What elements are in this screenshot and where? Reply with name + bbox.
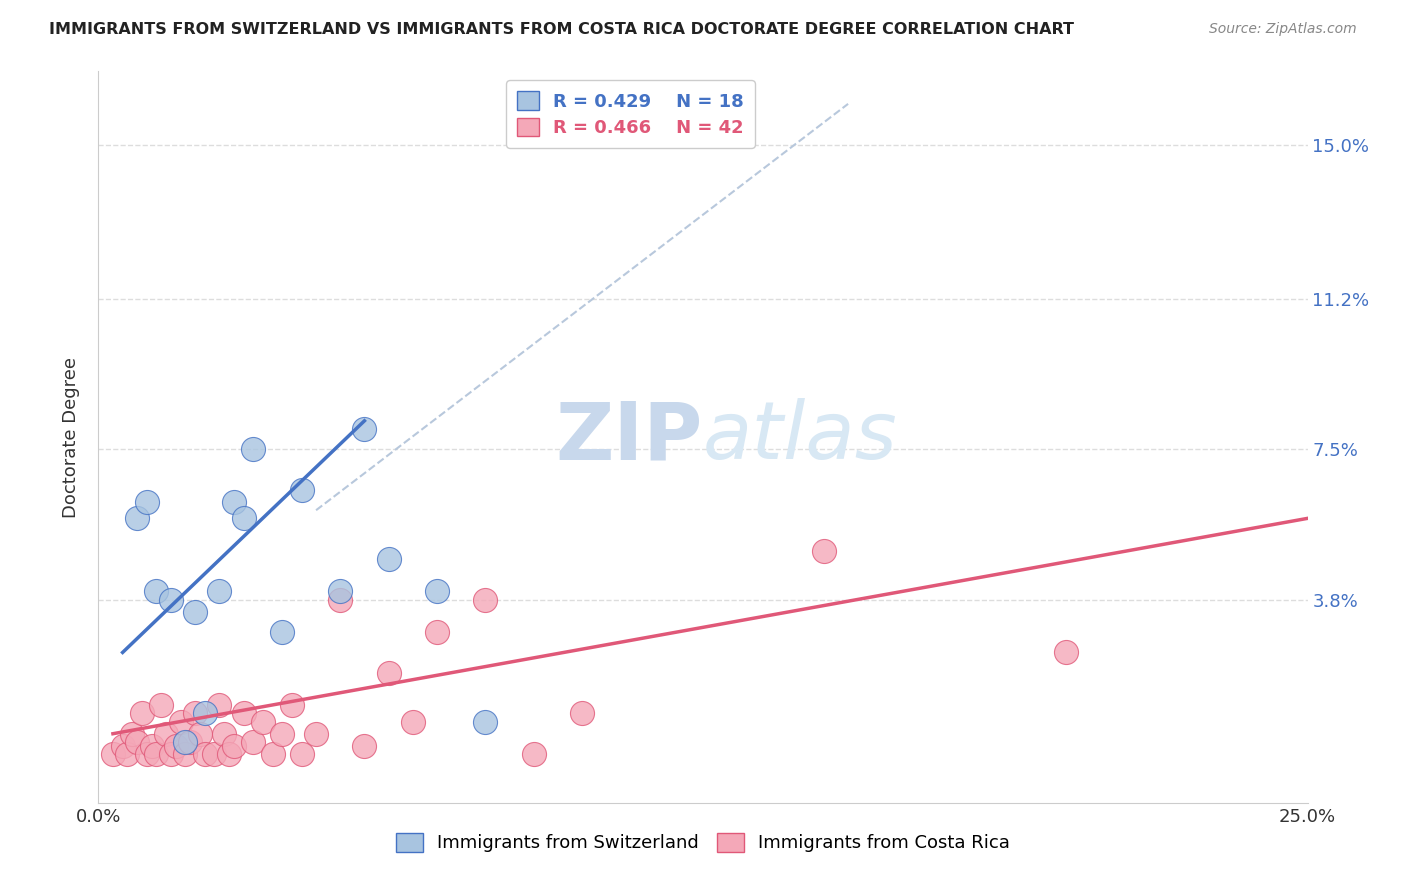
Point (121, 727, 143, 741)
Point (1054, 645, 1077, 659)
Point (426, 584, 449, 599)
Point (141, 739, 163, 753)
Point (150, 698, 173, 713)
Text: ZIP: ZIP (555, 398, 703, 476)
Point (523, 747, 546, 761)
Point (813, 544, 835, 558)
Point (305, 727, 328, 741)
Point (188, 727, 211, 741)
Point (184, 706, 207, 721)
Point (252, 714, 274, 729)
Point (474, 714, 496, 729)
Point (232, 511, 254, 525)
Point (101, 747, 124, 761)
Point (174, 735, 197, 749)
Point (135, 747, 157, 761)
Point (242, 735, 264, 749)
Point (145, 584, 167, 599)
Text: IMMIGRANTS FROM SWITZERLAND VS IMMIGRANTS FROM COSTA RICA DOCTORATE DEGREE CORRE: IMMIGRANTS FROM SWITZERLAND VS IMMIGRANT… (49, 22, 1074, 37)
Point (194, 747, 217, 761)
Point (155, 727, 177, 741)
Point (184, 605, 207, 619)
Point (329, 584, 352, 599)
Point (212, 727, 235, 741)
Point (194, 706, 217, 721)
Point (208, 584, 231, 599)
Point (169, 714, 191, 729)
Point (208, 698, 231, 713)
Point (290, 483, 312, 497)
Point (290, 747, 312, 761)
Point (127, 511, 149, 525)
Point (145, 747, 167, 761)
Point (353, 422, 375, 436)
Point (127, 735, 149, 749)
Point (222, 739, 245, 753)
Point (165, 739, 187, 753)
Point (262, 747, 284, 761)
Point (242, 442, 264, 457)
Point (281, 698, 304, 713)
Point (232, 706, 254, 721)
Point (329, 592, 352, 607)
Point (426, 625, 449, 640)
Legend: Immigrants from Switzerland, Immigrants from Costa Rica: Immigrants from Switzerland, Immigrants … (388, 826, 1018, 860)
Text: Source: ZipAtlas.com: Source: ZipAtlas.com (1209, 22, 1357, 37)
Point (160, 592, 183, 607)
Point (160, 747, 183, 761)
Point (135, 495, 157, 509)
Point (474, 592, 496, 607)
Y-axis label: Doctorate Degree: Doctorate Degree (62, 357, 80, 517)
Point (353, 739, 375, 753)
Point (117, 747, 139, 761)
Point (377, 552, 399, 566)
Point (271, 727, 294, 741)
Text: atlas: atlas (703, 398, 898, 476)
Point (222, 495, 245, 509)
Point (218, 747, 240, 761)
Point (174, 747, 197, 761)
Point (204, 747, 226, 761)
Point (271, 625, 294, 640)
Point (377, 665, 399, 680)
Point (131, 706, 153, 721)
Point (111, 739, 134, 753)
Point (402, 714, 425, 729)
Point (571, 706, 593, 721)
Point (179, 735, 201, 749)
